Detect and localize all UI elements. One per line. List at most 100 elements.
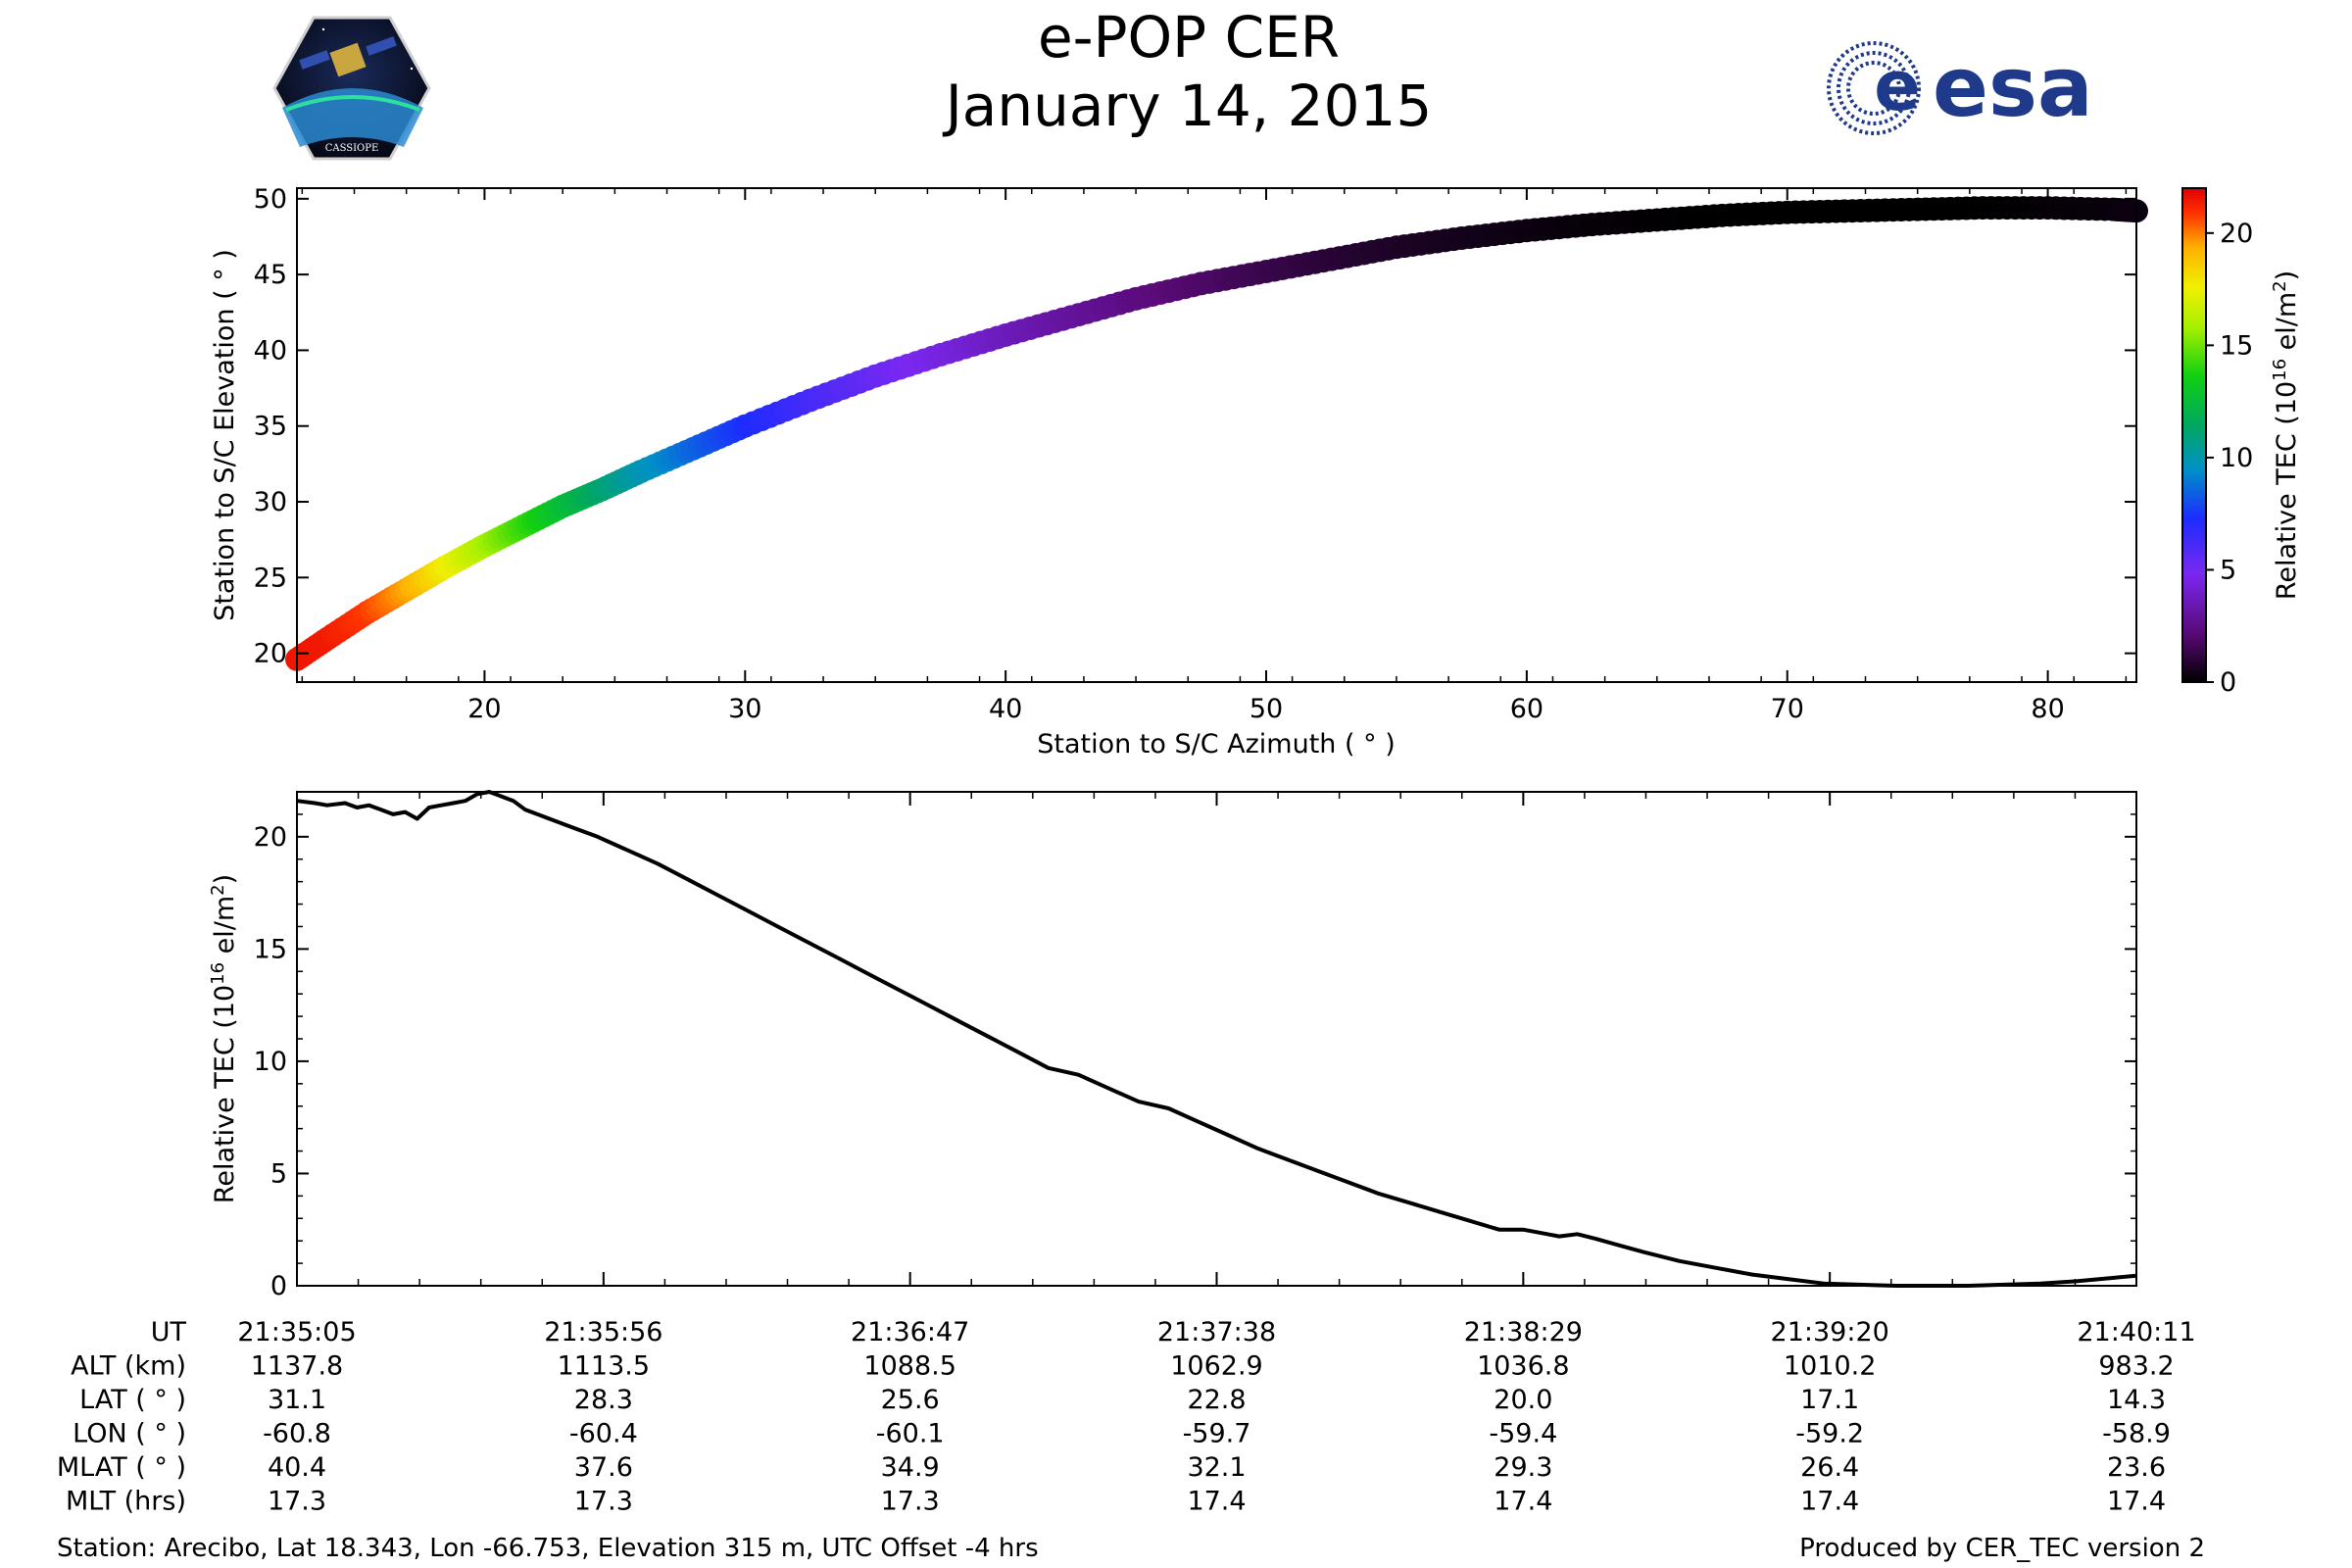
azimuth-tick-label: 20 (467, 694, 501, 724)
table-cell: 21:36:47 (851, 1317, 969, 1348)
table-cell: -58.9 (2102, 1419, 2171, 1449)
svg-text:e: e (1874, 46, 1920, 126)
table-cell: 17.3 (574, 1487, 633, 1517)
table-cell: 17.3 (268, 1487, 326, 1517)
cassiope-logo: CASSIOPE (272, 16, 431, 161)
table-cell: 14.3 (2107, 1385, 2166, 1415)
table-cell: 17.1 (1800, 1385, 1859, 1415)
table-cell: 1010.2 (1784, 1351, 1876, 1382)
elevation-plot: 20 30 40 50 60 70 80 20 25 30 35 40 45 50 Station to… (210, 184, 2148, 760)
table-cell: -59.7 (1183, 1419, 1251, 1449)
table-cell: 1113.5 (558, 1351, 650, 1382)
colorbar-tick-label: 20 (2220, 219, 2253, 249)
tec-plot: 0 5 10 15 20 Relative TEC (1016 el/m2) (208, 790, 2137, 1301)
elevation-tick-label: 25 (254, 563, 287, 593)
elevation-ticks: 20 25 30 35 40 45 50 (254, 184, 2136, 669)
tec-tick-label: 10 (254, 1047, 287, 1077)
table-cell: -59.2 (1795, 1419, 1864, 1449)
table-cell: 37.6 (574, 1452, 633, 1483)
elevation-tick-label: 45 (254, 260, 287, 290)
table-cell: 34.9 (881, 1452, 940, 1483)
table-cell: 29.3 (1494, 1452, 1552, 1483)
azimuth-tick-label: 60 (1510, 694, 1544, 724)
table-cell: 22.8 (1187, 1385, 1246, 1415)
table-cell: 17.4 (2107, 1487, 2166, 1517)
produced-by: Produced by CER_TEC version 2 (1799, 1534, 2205, 1563)
esa-logo-text: esa (1933, 39, 2093, 135)
tec-tick-label: 15 (254, 934, 287, 964)
table-cell: 1088.5 (863, 1351, 956, 1382)
table-cell: 31.1 (268, 1385, 326, 1415)
tec-plot-frame (296, 791, 2137, 1287)
cassiope-logo-text: CASSIOPE (325, 143, 379, 154)
table-cell: 40.4 (268, 1452, 326, 1483)
table-cell: 28.3 (574, 1385, 633, 1415)
azimuth-tick-label: 40 (989, 694, 1022, 724)
table-cell: 17.4 (1187, 1487, 1246, 1517)
table-cell: 21:35:56 (544, 1317, 662, 1348)
table-row-label: LAT ( ° ) (79, 1385, 186, 1415)
azimuth-ticks: 20 30 40 50 60 70 80 (301, 188, 2128, 724)
table-cell: 21:35:05 (237, 1317, 356, 1348)
table-row-label: UT (151, 1317, 187, 1348)
table-cell: 1062.9 (1170, 1351, 1262, 1382)
table-cell: 21:37:38 (1157, 1317, 1276, 1348)
table-cell: 1137.8 (251, 1351, 343, 1382)
colorbar-tick-label: 15 (2220, 330, 2253, 361)
elevation-plot-ylabel: Station to S/C Elevation ( ° ) (210, 249, 240, 621)
table-cell: 17.3 (881, 1487, 940, 1517)
table-cell: -59.4 (1489, 1419, 1557, 1449)
table-cell: 26.4 (1800, 1452, 1859, 1483)
table-cell: 983.2 (2098, 1351, 2174, 1382)
tec-tick-label: 5 (270, 1158, 287, 1189)
table-row-label: ALT (km) (71, 1351, 186, 1382)
table-cell: -60.8 (263, 1419, 331, 1449)
table-cell: 17.4 (1800, 1487, 1859, 1517)
colorbar-ticks: 0 5 10 15 20 (2206, 219, 2253, 698)
table-cell: 21:40:11 (2077, 1317, 2195, 1348)
table-cell: -60.1 (876, 1419, 945, 1449)
time-ticks (296, 792, 2137, 1286)
table-cell: 1036.8 (1477, 1351, 1569, 1382)
table-row-label: LON ( ° ) (73, 1419, 186, 1449)
elevation-plot-frame (296, 187, 2137, 683)
elevation-tick-label: 50 (254, 184, 287, 215)
azimuth-tick-label: 70 (1771, 694, 1804, 724)
table-cell: 21:39:20 (1771, 1317, 1889, 1348)
colorbar-tick-label: 10 (2220, 443, 2253, 473)
elevation-tick-label: 30 (254, 487, 287, 517)
colorbar-label: Relative TEC (1016 el/m2) (2270, 270, 2302, 600)
tec-plot-ylabel: Relative TEC (1016 el/m2) (208, 874, 240, 1203)
elevation-points (285, 196, 2148, 671)
azimuth-tick-label: 30 (728, 694, 761, 724)
table-cell: 20.0 (1494, 1385, 1552, 1415)
table-cell: 21:38:29 (1464, 1317, 1583, 1348)
colorbar-tick-label: 0 (2220, 667, 2236, 698)
table-cell: 32.1 (1187, 1452, 1246, 1483)
colorbar: 0 5 10 15 20 Relative TEC (1016 el/m2) (2181, 187, 2302, 698)
table-cell: 17.4 (1494, 1487, 1552, 1517)
tec-tick-label: 20 (254, 822, 287, 853)
tec-series-line (296, 790, 2137, 1288)
colorbar-scale (2181, 187, 2207, 683)
tec-ticks: 0 5 10 15 20 (254, 813, 2136, 1301)
azimuth-tick-label: 50 (1250, 694, 1283, 724)
table-cell: -60.4 (569, 1419, 638, 1449)
table-cell: 23.6 (2107, 1452, 2166, 1483)
esa-logo: e esa (1827, 39, 2093, 135)
elevation-tick-label: 20 (254, 639, 287, 669)
colorbar-tick-label: 5 (2220, 555, 2236, 585)
tec-tick-label: 0 (270, 1271, 287, 1301)
station-info: Station: Arecibo, Lat 18.343, Lon -66.75… (57, 1534, 1039, 1563)
page-title: e-POP CER (1038, 4, 1340, 71)
azimuth-tick-label: 80 (2031, 694, 2064, 724)
table-cell: 25.6 (881, 1385, 940, 1415)
page-date: January 14, 2015 (943, 73, 1433, 139)
elevation-tick-label: 40 (254, 335, 287, 366)
table-row-label: MLAT ( ° ) (57, 1452, 186, 1483)
elevation-plot-xlabel: Station to S/C Azimuth ( ° ) (1037, 729, 1396, 760)
elevation-tick-label: 35 (254, 412, 287, 442)
table-row-label: MLT (hrs) (66, 1487, 186, 1517)
